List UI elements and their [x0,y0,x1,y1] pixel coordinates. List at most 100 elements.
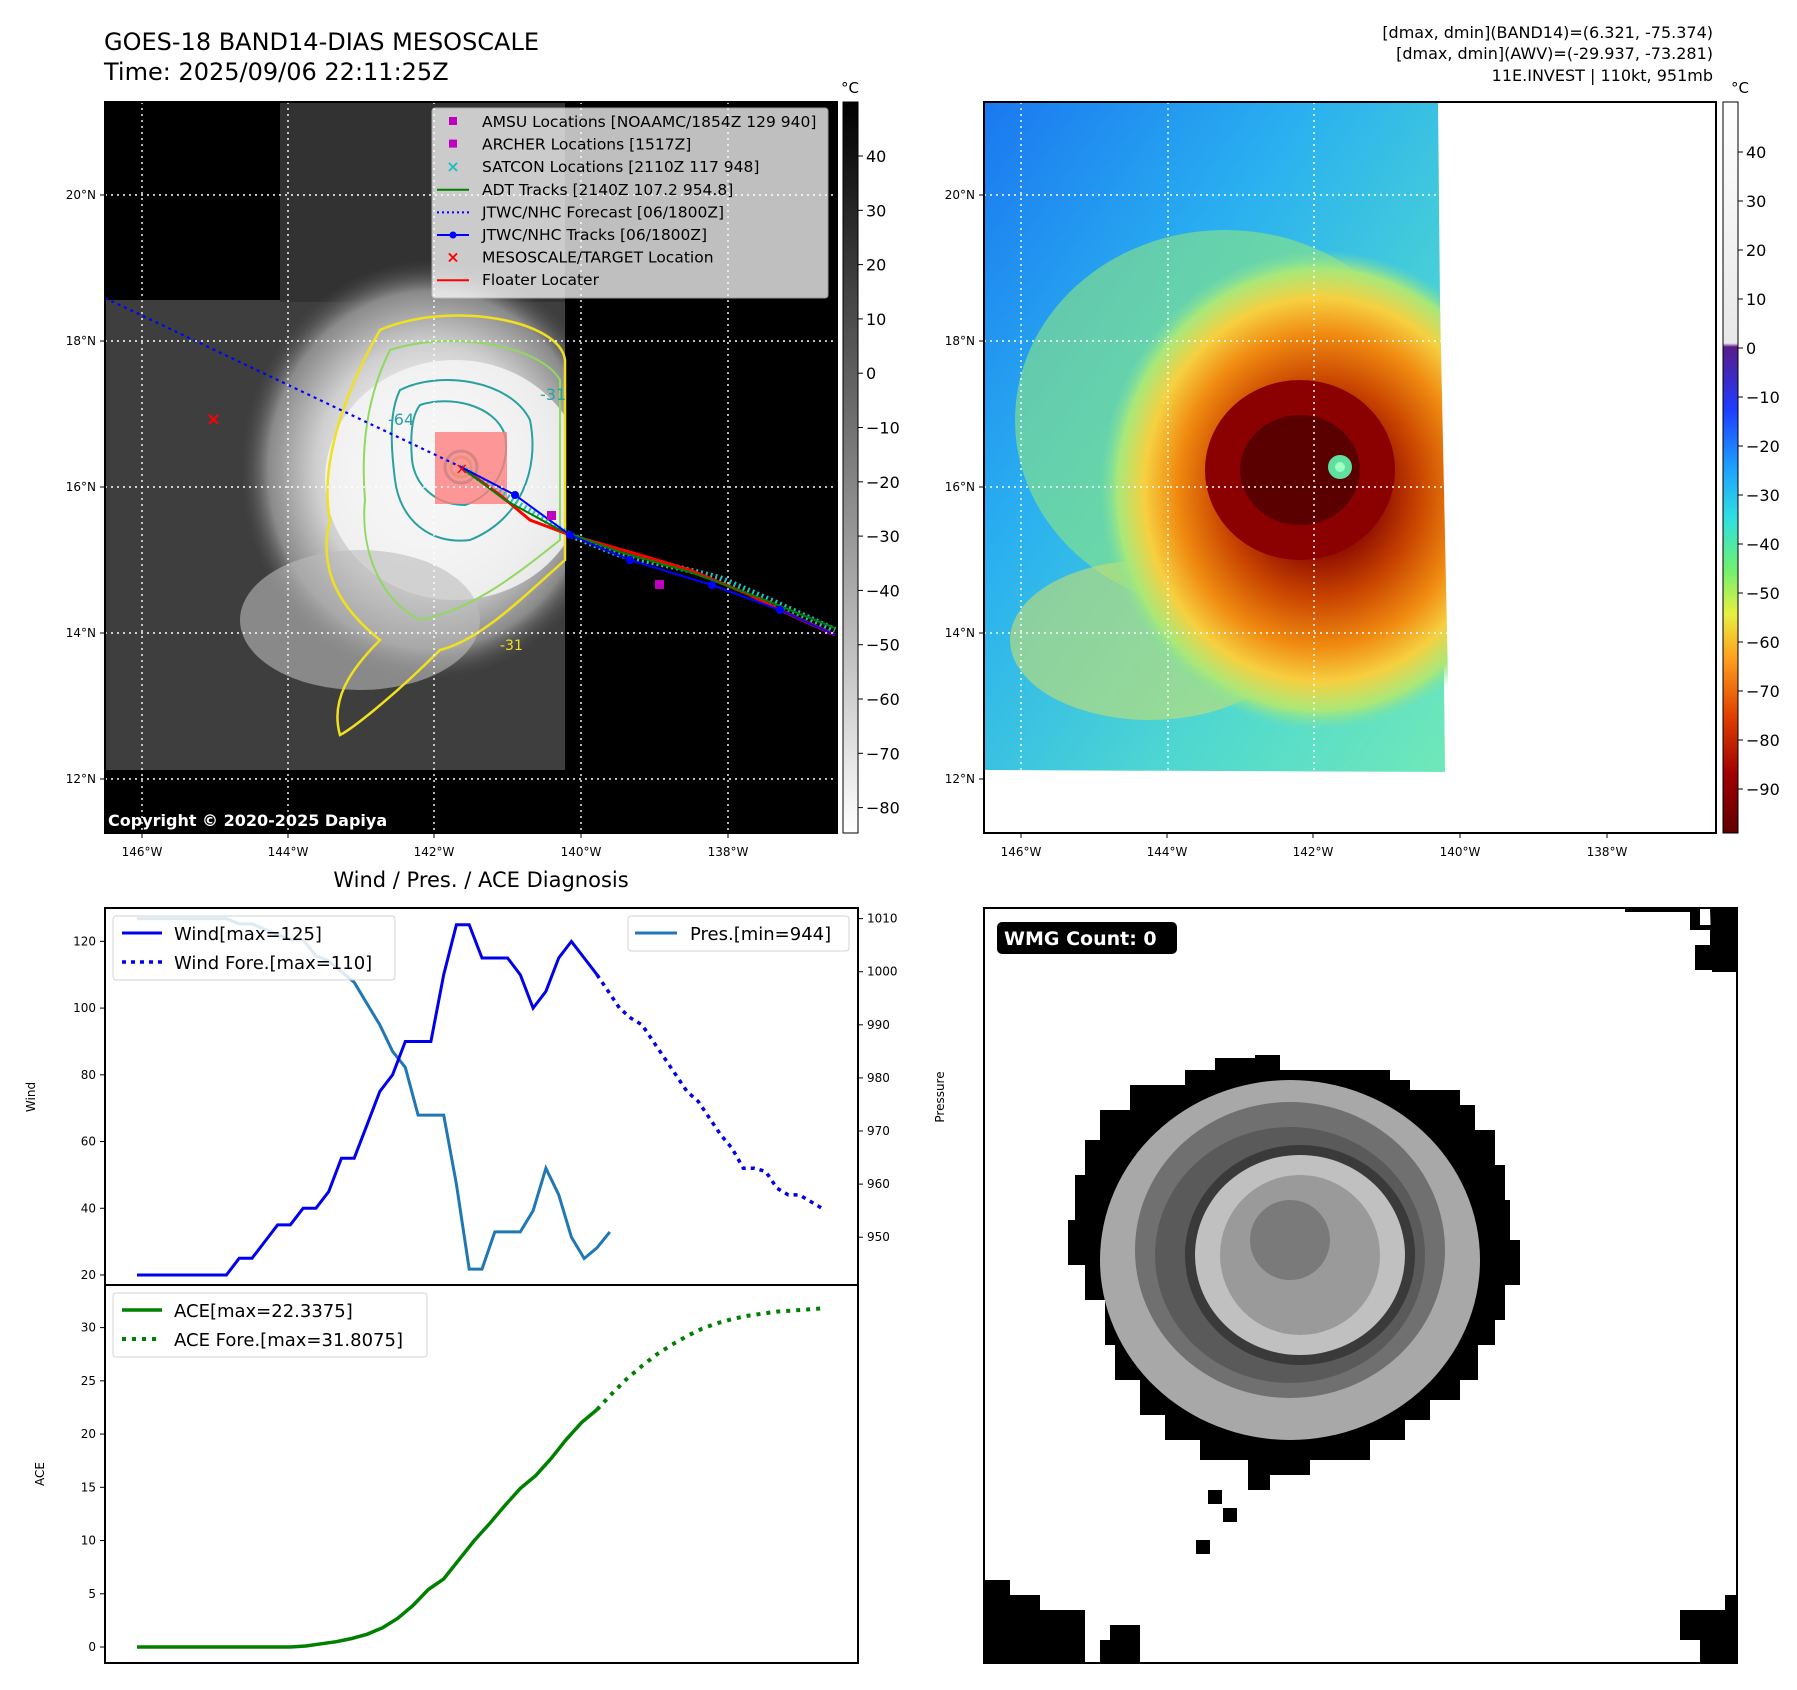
colorbar-tick-label: −20 [866,473,900,492]
legend-marker-x: × [446,157,459,176]
ace-chart: 30 25 20 15 10 5 0 ACE[max=22.3375] ACE Fore.[ma… [33,1284,859,1664]
diagnosis-title: Wind / Pres. / ACE Diagnosis [333,868,628,892]
lat-tick-label: 12°N [945,772,975,786]
lon-tick-label: 140°W [1440,845,1481,859]
ir-axes: 20°N 18°N 16°N 14°N 12°N 146°W 144°W 142°W 140°W… [66,188,749,859]
wind-axis-label: Wind [24,1082,38,1112]
ir-panel: -64 -31 -31 × × [66,79,900,859]
wmg-panel: WMG Count: 0 [983,907,1738,1664]
colorbar-tick-label: −40 [866,581,900,600]
pressure-ytick-label: 980 [867,1071,890,1085]
wind-line [137,923,599,1277]
contour-label: -31 [540,385,566,404]
ace-forecast-line [595,1306,823,1411]
legend-marker-dot [449,231,457,239]
copyright-text: Copyright © 2020-2025 Dapiya [108,811,387,830]
legend-label-pressure: Pres.[min=944] [690,924,831,945]
satcon-track [459,464,837,633]
ir-colorbar-unit: °C [841,79,859,97]
ir-colorbar: °C 40 30 20 10 0 −10 −20 −30 −40 −50 −60 −70 −80 [841,79,900,834]
colorbar-tick-label: −50 [1746,584,1780,603]
colorbar-tick-label: −80 [1746,731,1780,750]
lon-tick-label: 138°W [1587,845,1628,859]
colorbar-tick-label: 30 [1746,192,1766,211]
awv-axes: 20°N 18°N 16°N 14°N 12°N 146°W 144°W 142°W 140°W… [945,188,1628,859]
legend-label: JTWC/NHC Tracks [06/1800Z] [481,226,707,244]
lat-tick-label: 14°N [945,626,975,640]
wind-ytick-label: 120 [73,934,96,948]
colorbar-tick-label: 0 [866,364,876,383]
target-marker: × [206,409,221,430]
legend-label: ARCHER Locations [1517Z] [482,136,691,154]
legend-label-wind-forecast: Wind Fore.[max=110] [174,953,372,974]
legend-label: AMSU Locations [NOAAMC/1854Z 129 940] [482,113,816,131]
colorbar-tick-label: 0 [1746,339,1756,358]
colorbar-tick-label: −10 [1746,388,1780,407]
awv-colorbar: °C 40 30 20 10 0 −10 −20 −30 −40 −50 −60 −70 −80 −90 [1722,79,1780,834]
awv-image [984,102,1716,833]
colorbar-tick-label: −70 [1746,682,1780,701]
lon-tick-label: 142°W [1293,845,1334,859]
legend-label-ace-forecast: ACE Fore.[max=31.8075] [174,1330,403,1351]
legend-marker-x: × [446,248,459,267]
awv-colorbar-unit: °C [1731,79,1749,97]
legend-label: Floater Locater [482,271,600,289]
colorbar-tick-label: −60 [1746,633,1780,652]
ace-line [137,1408,599,1649]
wmg-count-badge [997,922,1177,954]
ace-ytick-label: 15 [81,1480,96,1494]
colorbar-tick-label: 40 [1746,143,1766,162]
lon-tick-label: 140°W [561,845,602,859]
info-awv: [dmax, dmin](AWV)=(-29.937, -73.281) [1396,44,1713,63]
pressure-axis-label: Pressure [933,1071,947,1122]
lon-tick-label: 144°W [268,845,309,859]
ace-ytick-label: 0 [88,1640,96,1654]
pressure-ytick-label: 1000 [867,965,898,979]
wmg-count-text: WMG Count: 0 [1004,928,1157,950]
colorbar-tick-label: 40 [866,147,886,166]
colorbar-tick-label: −10 [866,419,900,438]
legend-label: SATCON Locations [2110Z 117 948] [482,158,759,176]
lon-tick-label: 142°W [414,845,455,859]
awv-panel: 20°N 18°N 16°N 14°N 12°N 146°W 144°W 142°W 140°W… [945,79,1780,859]
colorbar-tick-label: −40 [1746,535,1780,554]
ace-legend: ACE[max=22.3375] ACE Fore.[max=31.8075] [112,1292,428,1358]
pressure-ytick-label: 970 [867,1124,890,1138]
colorbar-tick-label: −30 [866,527,900,546]
colorbar-tick-label: 10 [866,310,886,329]
wind-ytick-label: 20 [81,1268,96,1282]
legend-label: JTWC/NHC Forecast [06/1800Z] [481,203,724,221]
ace-ytick-label: 25 [81,1374,96,1388]
colorbar-tick-label: 20 [1746,241,1766,260]
pressure-ytick-label: 990 [867,1018,890,1032]
pressure-ytick-label: 950 [867,1230,890,1244]
pressure-ytick-label: 960 [867,1177,890,1191]
ace-ytick-label: 10 [81,1534,96,1548]
lat-tick-label: 14°N [66,626,96,640]
lon-tick-label: 146°W [122,845,163,859]
colorbar-tick-label: −50 [866,636,900,655]
legend-label: MESOSCALE/TARGET Location [482,249,714,267]
ace-ytick-label: 20 [81,1427,96,1441]
awv-grid [984,102,1716,833]
lat-tick-label: 12°N [66,772,96,786]
colorbar-tick-label: −20 [1746,437,1780,456]
ace-axis-label: ACE [33,1462,47,1486]
lon-tick-label: 138°W [708,845,749,859]
info-storm: 11E.INVEST | 110kt, 951mb [1492,66,1713,85]
colorbar-tick-label: −30 [1746,486,1780,505]
legend-label-ace: ACE[max=22.3375] [174,1301,353,1322]
colorbar-tick-label: −70 [866,744,900,763]
adt-track [460,466,836,629]
lat-tick-label: 20°N [945,188,975,202]
legend-marker-square [449,117,457,125]
colorbar-tick-label: −60 [866,690,900,709]
forecast-track [105,297,462,468]
pressure-ytick-label: 1010 [867,912,898,926]
center-marker: × [455,459,468,478]
lat-tick-label: 16°N [66,480,96,494]
wind-pressure-chart: 120 100 80 60 40 20 1010 1000 990 980 970 960 950 Win… [24,907,947,1286]
pressure-legend: Pres.[min=944] [627,915,850,952]
lon-tick-label: 146°W [1001,845,1042,859]
colorbar-tick-label: 10 [1746,290,1766,309]
